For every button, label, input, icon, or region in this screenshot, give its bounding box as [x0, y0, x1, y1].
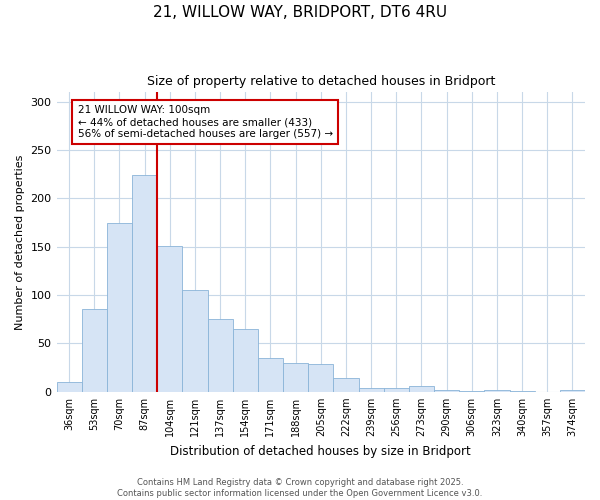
Bar: [82, 308, 107, 392]
Bar: [308, 364, 334, 392]
X-axis label: Distribution of detached houses by size in Bridport: Distribution of detached houses by size …: [170, 444, 471, 458]
Bar: [434, 390, 459, 392]
Bar: [509, 391, 535, 392]
Text: 21 WILLOW WAY: 100sqm
← 44% of detached houses are smaller (433)
56% of semi-det: 21 WILLOW WAY: 100sqm ← 44% of detached …: [77, 106, 333, 138]
Bar: [283, 363, 308, 392]
Bar: [560, 390, 585, 392]
Text: 21, WILLOW WAY, BRIDPORT, DT6 4RU: 21, WILLOW WAY, BRIDPORT, DT6 4RU: [153, 5, 447, 20]
Bar: [359, 388, 383, 392]
Bar: [132, 175, 157, 392]
Text: Contains HM Land Registry data © Crown copyright and database right 2025.
Contai: Contains HM Land Registry data © Crown c…: [118, 478, 482, 498]
Y-axis label: Number of detached properties: Number of detached properties: [15, 154, 25, 330]
Bar: [208, 320, 233, 392]
Bar: [383, 388, 409, 392]
Bar: [334, 378, 359, 392]
Bar: [157, 246, 182, 392]
Bar: [107, 222, 132, 392]
Bar: [484, 390, 509, 392]
Bar: [459, 391, 484, 392]
Bar: [258, 358, 283, 392]
Bar: [409, 386, 434, 392]
Title: Size of property relative to detached houses in Bridport: Size of property relative to detached ho…: [146, 75, 495, 88]
Bar: [56, 382, 82, 392]
Bar: [182, 290, 208, 392]
Bar: [233, 329, 258, 392]
